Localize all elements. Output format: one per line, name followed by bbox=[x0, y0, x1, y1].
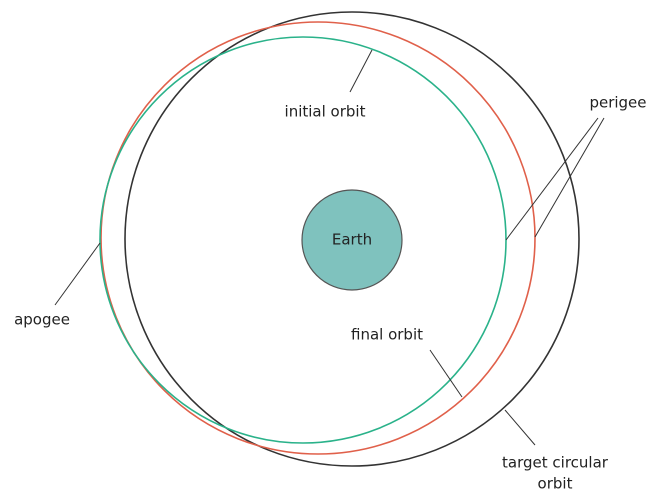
leader-line bbox=[429, 349, 463, 398]
earth-label: Earth bbox=[332, 231, 372, 249]
final-orbit-label: final orbit bbox=[351, 326, 423, 344]
leader-line bbox=[534, 117, 605, 238]
leader-line bbox=[349, 49, 373, 93]
leader-line bbox=[54, 242, 101, 306]
target-orbit-label: target circular bbox=[502, 454, 609, 472]
target-orbit-label: orbit bbox=[538, 475, 573, 493]
leader-line bbox=[504, 409, 536, 446]
leader-line bbox=[505, 117, 599, 241]
apogee-label: apogee bbox=[14, 311, 70, 329]
initial-orbit-label: initial orbit bbox=[285, 103, 366, 121]
perigee-label: perigee bbox=[589, 94, 646, 112]
earth bbox=[301, 189, 403, 291]
target-orbit bbox=[124, 11, 580, 467]
final-orbit bbox=[100, 21, 536, 455]
